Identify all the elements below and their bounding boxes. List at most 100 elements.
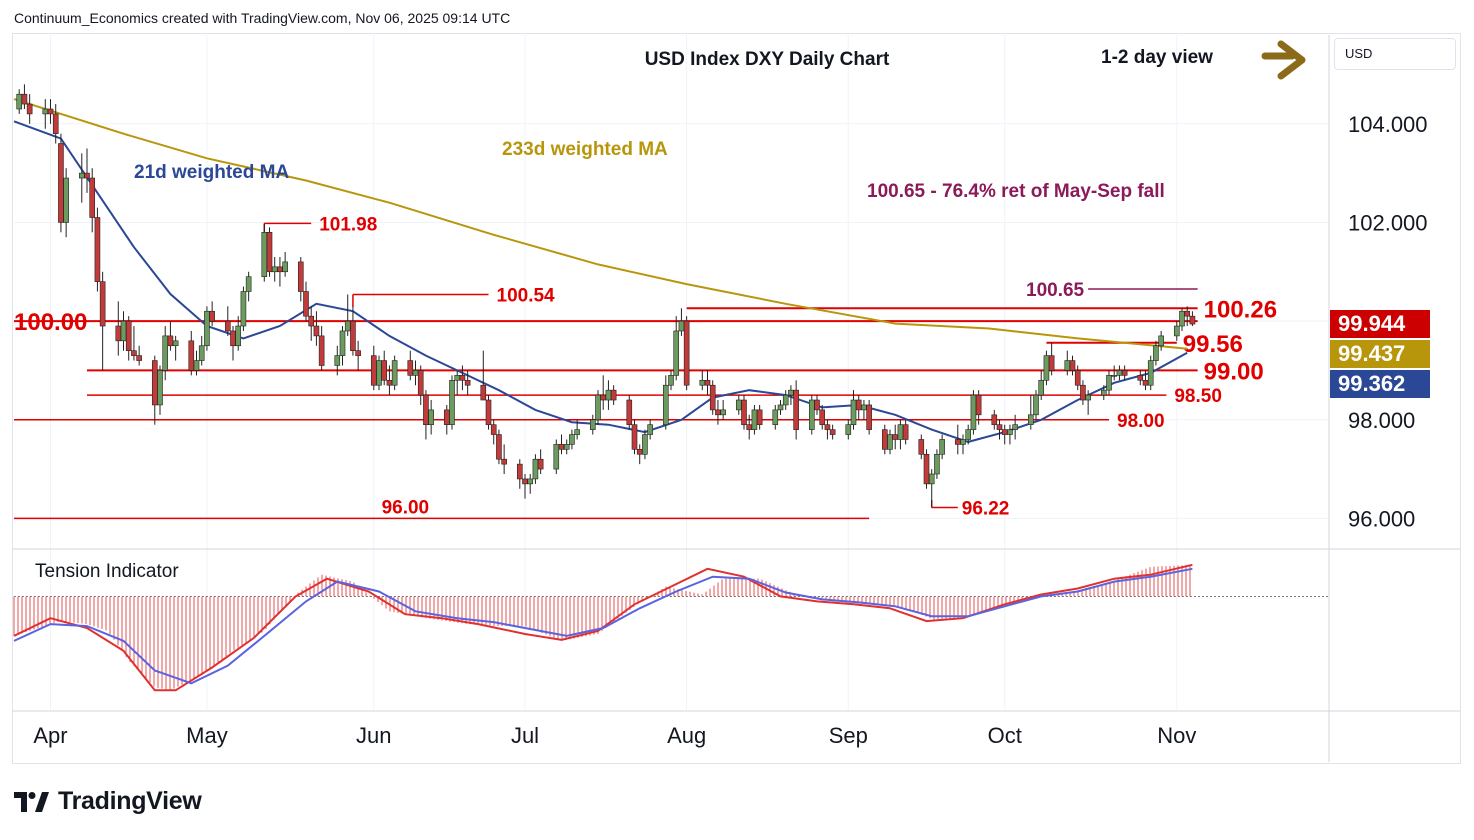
candle-body — [668, 375, 674, 386]
candle-body — [334, 355, 341, 366]
symbol-button[interactable]: USD — [1334, 38, 1456, 70]
candle-body — [443, 409, 450, 425]
candle-body — [887, 434, 893, 450]
candle-body — [42, 108, 49, 115]
candle-body — [850, 399, 857, 425]
candle-body — [501, 458, 507, 465]
price-tag: 99.362 — [1330, 369, 1430, 398]
candle-body — [21, 93, 28, 105]
candle-body — [266, 232, 273, 273]
candle-body — [1100, 389, 1107, 396]
x-tick-label: Aug — [667, 723, 706, 748]
tradingview-logo[interactable]: TradingView — [14, 787, 202, 816]
tension-indicator-title: Tension Indicator — [35, 561, 179, 582]
candle-body — [777, 404, 784, 411]
candle-body — [204, 310, 210, 347]
candle-body — [647, 424, 653, 435]
candle-body — [934, 453, 940, 475]
candle-body — [881, 429, 888, 450]
level-label: 101.98 — [319, 214, 377, 235]
candle-body — [631, 424, 638, 450]
candle-body — [746, 424, 753, 430]
candle-body — [683, 320, 690, 386]
candle-body — [407, 360, 414, 376]
candle-body — [120, 320, 127, 342]
candle-body — [1074, 370, 1081, 386]
candle-body — [866, 404, 872, 430]
candle-body — [1189, 315, 1196, 325]
level-label: 98.50 — [1174, 386, 1222, 407]
candle-body — [928, 473, 935, 485]
candle-body — [704, 379, 711, 386]
level-label: 96.00 — [382, 497, 430, 518]
axes: 96.00098.000100.000102.000104.000AprMayJ… — [12, 35, 1460, 762]
candle-body — [391, 360, 398, 386]
candle-body — [574, 429, 580, 435]
candle-body — [793, 389, 799, 430]
level-label: 98.00 — [1117, 411, 1165, 432]
candle-body — [188, 340, 195, 371]
candle-body — [1069, 360, 1076, 371]
candle-body — [1111, 375, 1118, 377]
candle-body — [26, 103, 33, 115]
candle-body — [350, 320, 356, 351]
level-label: 99.00 — [1204, 358, 1264, 385]
y-tick-label: 98.000 — [1348, 408, 1415, 433]
level-label: 99.56 — [1183, 331, 1243, 358]
candle-body — [480, 384, 487, 401]
candle-body — [1007, 429, 1013, 435]
x-tick-label: May — [186, 723, 228, 748]
candle-body — [1038, 379, 1045, 396]
candle-body — [673, 330, 680, 376]
candle-body — [756, 409, 763, 425]
candle-body — [975, 394, 982, 416]
candle-body — [537, 458, 544, 470]
candle-body — [595, 394, 601, 421]
candle-body — [261, 232, 268, 278]
candle-body — [1048, 355, 1055, 371]
candle-body — [1085, 394, 1091, 401]
candle-body — [277, 266, 283, 273]
candle-body — [516, 463, 523, 480]
candle-body — [313, 325, 320, 337]
candle-body — [569, 434, 575, 445]
ma21-label: 21d weighted MA — [134, 162, 289, 183]
candle-body — [1116, 370, 1123, 376]
candle-body — [136, 355, 142, 361]
chart-title: USD Index DXY Daily Chart — [645, 49, 890, 70]
x-tick-label: Jul — [511, 723, 539, 748]
candle-body — [709, 384, 716, 411]
candle-body — [449, 379, 455, 425]
candle-body — [209, 310, 215, 322]
candle-body — [1147, 360, 1154, 386]
candle-body — [271, 266, 278, 273]
direction-arrow-icon — [1261, 40, 1306, 80]
candle-body — [814, 399, 820, 411]
candle-body — [224, 320, 231, 332]
candle-body — [1153, 345, 1159, 361]
candle-body — [167, 335, 174, 347]
candle-body — [824, 424, 831, 430]
candle-body — [861, 404, 867, 411]
candle-body — [522, 478, 528, 485]
candle-body — [662, 384, 669, 425]
candle-body — [1137, 375, 1144, 381]
candle-body — [1001, 429, 1008, 435]
candle-body — [636, 449, 643, 455]
candle-body — [303, 291, 309, 317]
candle-body — [339, 330, 346, 356]
candle-body — [172, 340, 179, 347]
candle-body — [960, 439, 966, 445]
candle-body — [52, 113, 59, 134]
candle-body — [84, 172, 90, 179]
candle-body — [131, 350, 137, 356]
candle-body — [897, 424, 904, 440]
candle-body — [845, 424, 852, 435]
x-tick-label: Oct — [988, 723, 1022, 748]
candle-body — [923, 453, 930, 485]
candle-body — [1033, 394, 1039, 416]
level-label: 100.26 — [1204, 296, 1277, 323]
support-resistance-levels: 101.98 100.54 100.65 100.26 100.00 99.5699.00… — [14, 214, 1277, 520]
candle-body — [151, 360, 158, 406]
